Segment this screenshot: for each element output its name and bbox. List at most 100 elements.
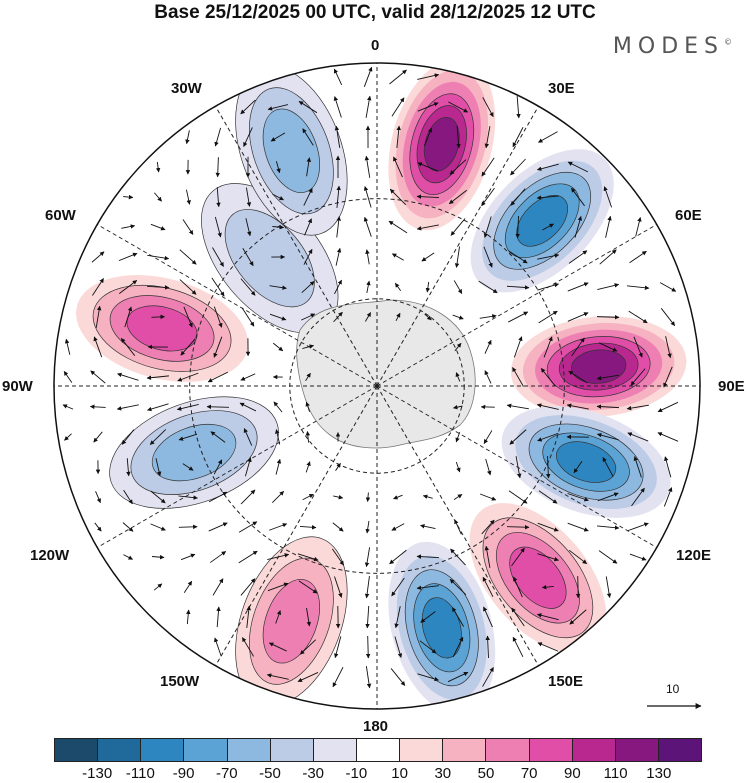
wind-vector-232 xyxy=(393,494,403,500)
label-lon-60e: 60E xyxy=(675,207,702,224)
wind-vector-109 xyxy=(478,280,498,294)
wind-vector-7 xyxy=(333,96,342,118)
wind-vector-289 xyxy=(449,579,467,595)
wind-vector-19 xyxy=(334,125,341,148)
wind-vector-243 xyxy=(122,522,134,532)
wind-vector-21 xyxy=(396,125,401,148)
wind-vector-230 xyxy=(333,494,344,500)
wind-vector-35 xyxy=(393,156,403,178)
wind-vector-116 xyxy=(95,305,102,328)
wind-vector-39 xyxy=(510,158,526,176)
label-lon-150e: 150E xyxy=(548,673,584,690)
wind-vector-195 xyxy=(305,430,311,443)
wind-vector-266 xyxy=(267,553,290,561)
wind-vector-183 xyxy=(566,403,589,410)
wind-vector-218 xyxy=(573,460,583,474)
wind-vector-222 xyxy=(95,491,101,504)
wind-vector-233 xyxy=(422,494,433,499)
wind-vector-224 xyxy=(150,490,166,504)
wind-vector-81 xyxy=(212,247,224,267)
wind-vector-57 xyxy=(571,187,585,207)
wind-vector-270 xyxy=(389,549,407,565)
wind-vector-102 xyxy=(269,285,287,290)
colorbar-tick-13: 130 xyxy=(646,765,672,782)
wind-vector-117 xyxy=(124,306,133,328)
wind-vector-265 xyxy=(238,550,258,564)
wind-vector-209 xyxy=(213,459,223,475)
colorbar-segment-3 xyxy=(184,739,228,761)
wind-vector-9 xyxy=(391,97,405,117)
wind-vectors xyxy=(62,66,679,689)
wind-vector-219 xyxy=(602,457,614,477)
wind-vector-148 xyxy=(543,336,553,358)
wind-vector-207 xyxy=(155,458,162,477)
wind-vector-134 xyxy=(628,310,648,324)
wind-vector-127 xyxy=(424,313,432,321)
wind-vector-103 xyxy=(301,281,315,293)
wind-vector-227 xyxy=(240,489,256,505)
label-lon-30w: 30W xyxy=(171,80,202,97)
wind-vector-135 xyxy=(660,308,676,327)
wind-vector-100 xyxy=(211,277,225,297)
wind-vector-164 xyxy=(512,367,524,387)
wind-vector-105 xyxy=(366,280,371,294)
wind-vector-10 xyxy=(417,102,439,112)
wind-vector-253 xyxy=(420,524,436,530)
colorbar-tick-12: 110 xyxy=(603,765,628,782)
colorbar-segment-1 xyxy=(98,739,142,761)
wind-vector-239 xyxy=(597,492,619,502)
colorbar-tick-5: -30 xyxy=(302,765,325,782)
wind-vector-235 xyxy=(479,493,497,501)
wind-vector-178 xyxy=(305,401,311,412)
colorbar-segment-8 xyxy=(400,739,444,761)
wind-vector-36 xyxy=(417,162,439,172)
wind-vector-95 xyxy=(629,250,647,264)
wind-vector-144 xyxy=(302,344,315,349)
anomaly-contour-0-5 xyxy=(423,117,460,172)
wind-vector-150 xyxy=(598,342,618,352)
wind-vector-290 xyxy=(482,576,494,598)
label-lon-30e: 30E xyxy=(548,80,575,97)
wind-vector-278 xyxy=(629,553,647,561)
wind-vector-16 xyxy=(243,127,253,147)
wind-vector-122 xyxy=(269,313,287,321)
wind-vector-141 xyxy=(213,336,223,358)
wind-vector-287 xyxy=(391,577,405,597)
wind-vector-154 xyxy=(90,370,106,384)
wind-vector-152 xyxy=(665,336,672,359)
wind-vector-198 xyxy=(483,430,493,444)
wind-vector-46 xyxy=(245,187,252,207)
wind-vector-177 xyxy=(273,401,283,413)
wind-vector-163 xyxy=(484,370,492,384)
wind-vector-121 xyxy=(241,307,255,327)
colorbar-tick-9: 50 xyxy=(477,765,495,782)
wind-vector-12 xyxy=(482,97,494,118)
wind-vector-172 xyxy=(116,404,139,411)
anomaly-contour-6-2 xyxy=(262,579,320,664)
wind-vector-184 xyxy=(596,404,620,409)
wind-vector-168 xyxy=(630,368,646,386)
wind-vector-248 xyxy=(269,523,288,531)
wind-vector-161 xyxy=(305,372,311,382)
latitude-circle-1 xyxy=(189,198,565,574)
label-lon-150w: 150W xyxy=(160,673,200,690)
wind-vector-323 xyxy=(332,667,344,688)
wind-vector-11 xyxy=(448,101,469,113)
wind-vector-282 xyxy=(240,578,256,596)
wind-vector-297 xyxy=(246,605,252,628)
wind-vector-27 xyxy=(155,161,161,173)
wind-vector-88 xyxy=(421,252,435,262)
wind-vector-104 xyxy=(334,279,342,295)
wind-vector-137 xyxy=(93,336,103,358)
wind-vector-113 xyxy=(597,283,620,291)
wind-vector-123 xyxy=(300,313,316,321)
colorbar-segment-4 xyxy=(227,739,271,761)
wind-vector-273 xyxy=(484,545,491,568)
wind-vector-211 xyxy=(275,458,282,475)
wind-vector-37 xyxy=(449,159,467,175)
wind-vector-262 xyxy=(151,554,165,560)
wind-vector-110 xyxy=(506,285,530,290)
wind-vector-67 xyxy=(363,216,372,237)
wind-vector-29 xyxy=(215,157,221,178)
wind-vector-298 xyxy=(275,610,282,624)
